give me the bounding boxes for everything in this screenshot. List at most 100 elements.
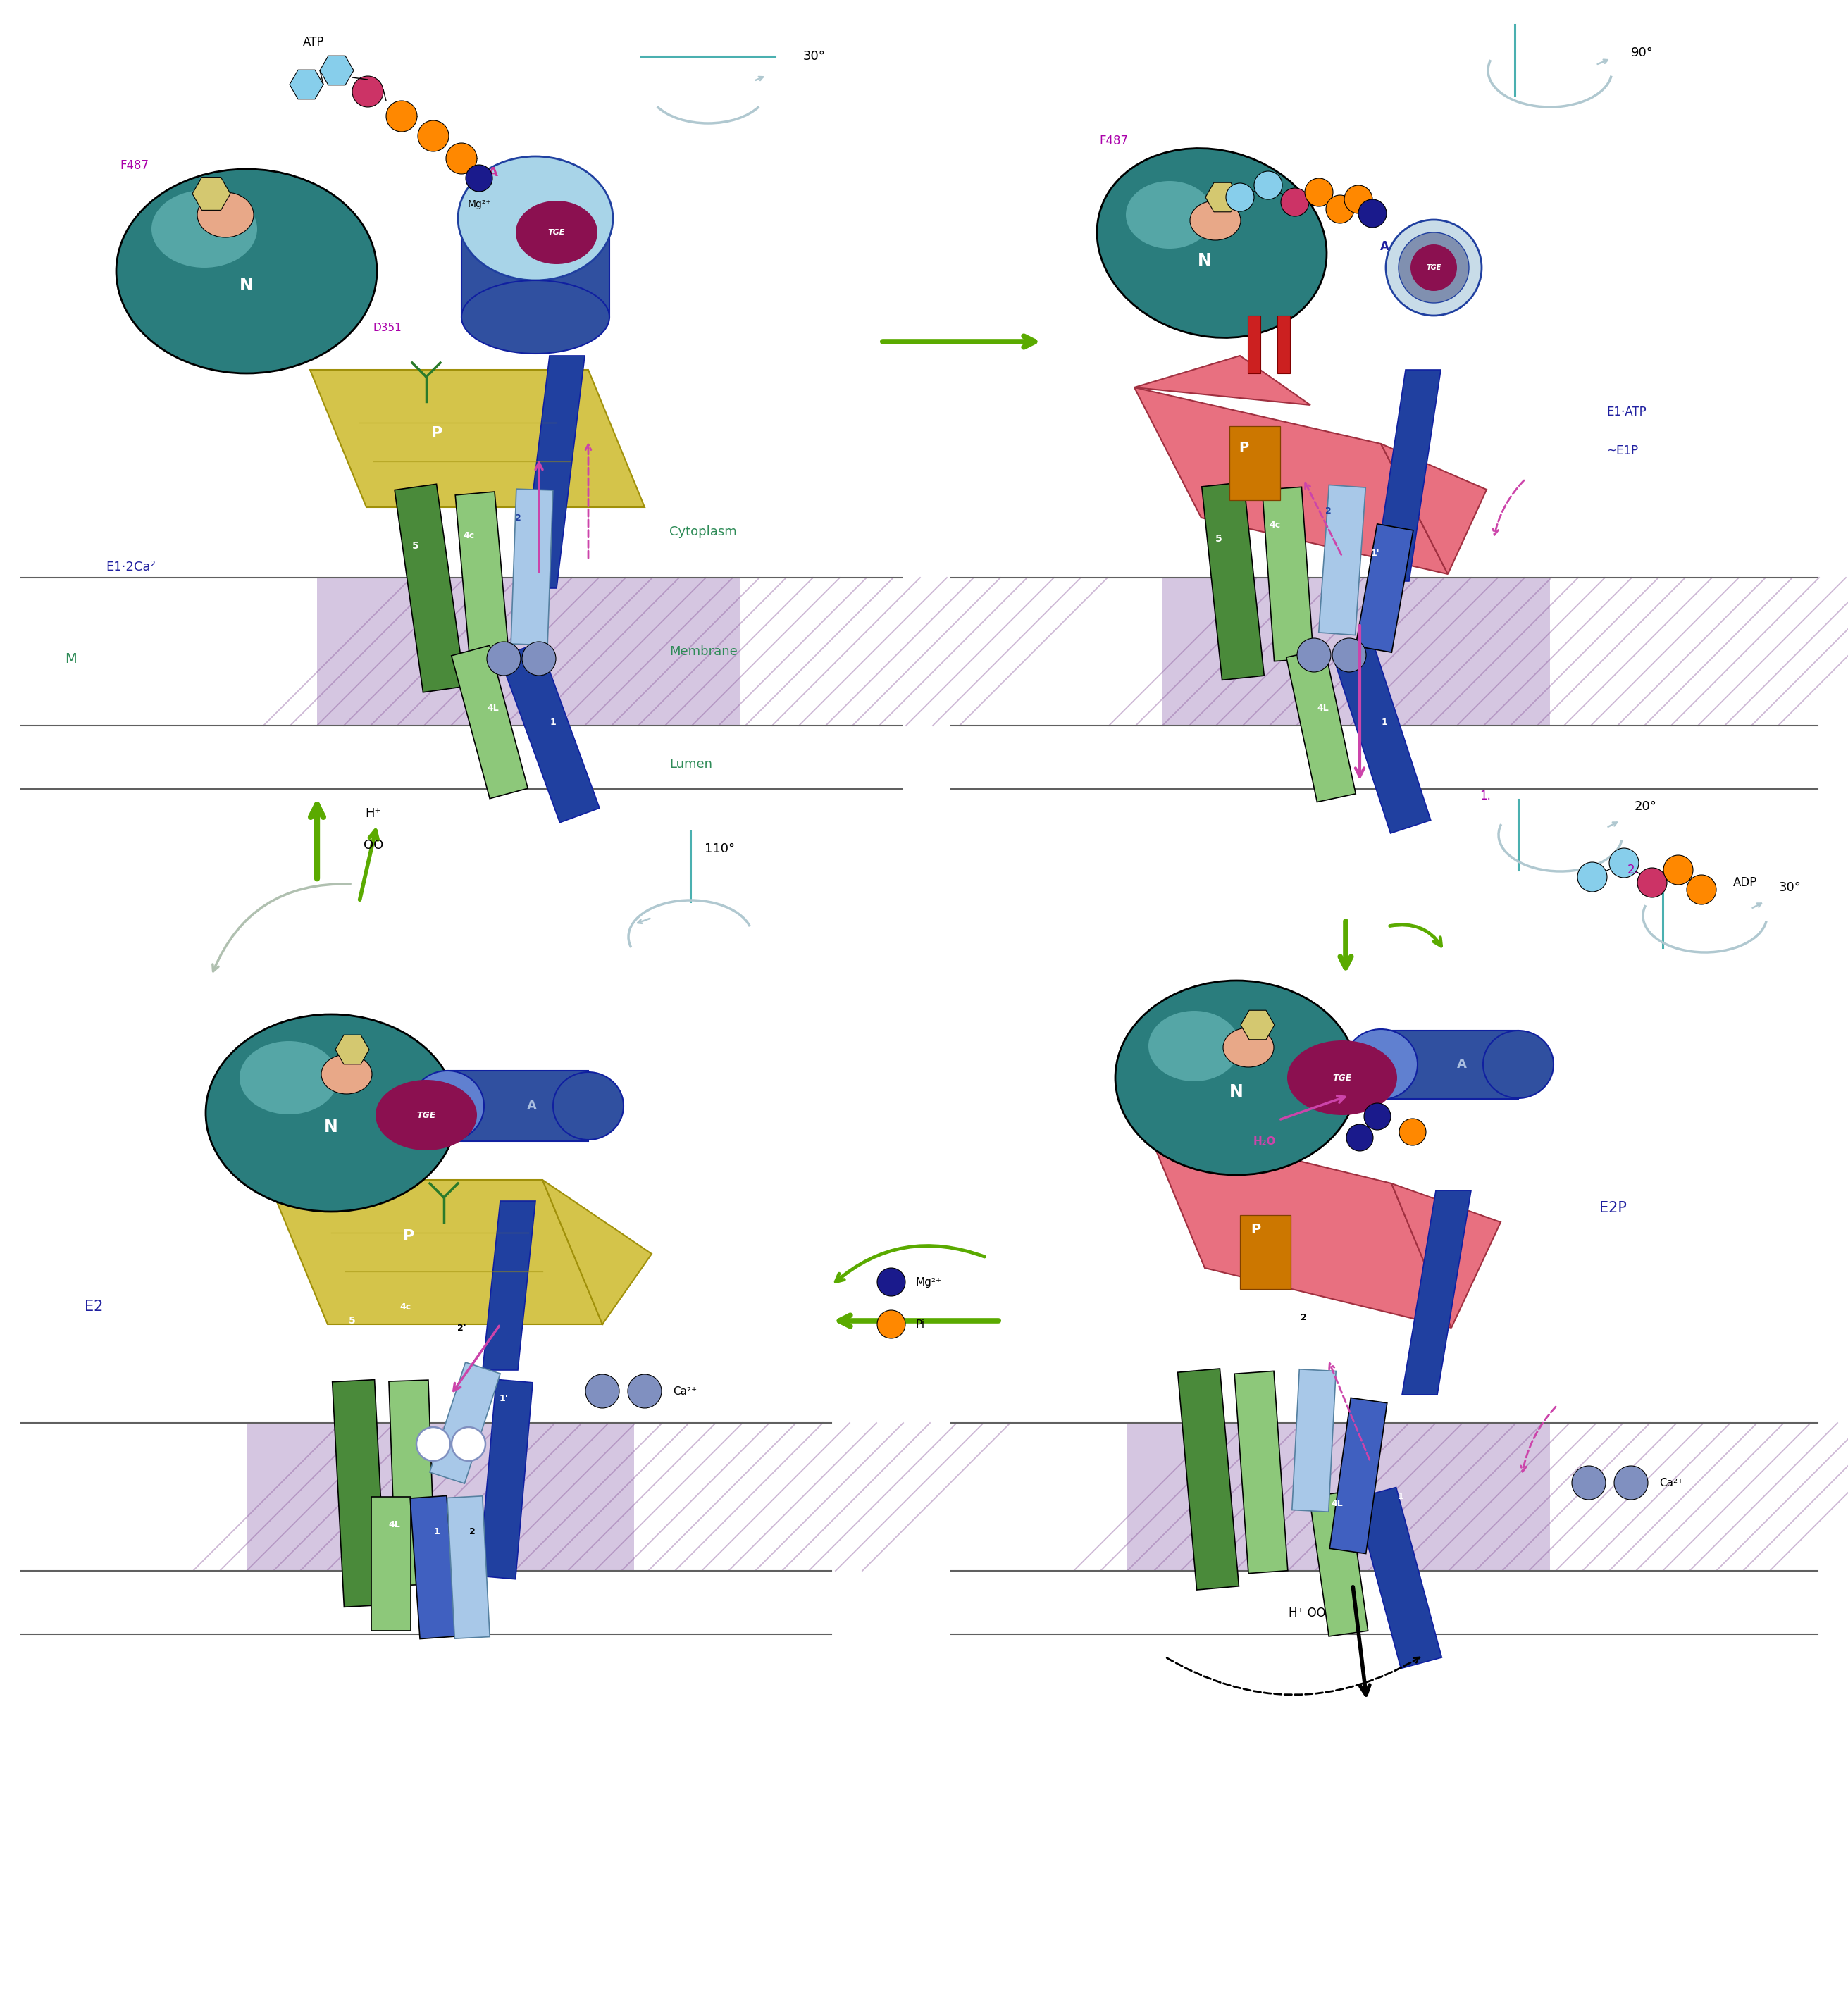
Circle shape bbox=[523, 641, 556, 675]
Text: 2.: 2. bbox=[1628, 863, 1639, 877]
Circle shape bbox=[586, 1374, 619, 1408]
Polygon shape bbox=[1286, 649, 1356, 803]
Polygon shape bbox=[1334, 645, 1430, 833]
Polygon shape bbox=[395, 483, 466, 693]
Text: TGE: TGE bbox=[416, 1110, 436, 1120]
Ellipse shape bbox=[1223, 1028, 1273, 1066]
Circle shape bbox=[1347, 1124, 1373, 1150]
Text: E2: E2 bbox=[85, 1300, 103, 1314]
Ellipse shape bbox=[1288, 1040, 1397, 1114]
Ellipse shape bbox=[1410, 244, 1456, 292]
Text: H⁺: H⁺ bbox=[366, 807, 381, 821]
Circle shape bbox=[1663, 855, 1693, 885]
Circle shape bbox=[1325, 196, 1355, 224]
Circle shape bbox=[486, 641, 521, 675]
Polygon shape bbox=[447, 1070, 588, 1140]
Ellipse shape bbox=[1343, 1028, 1417, 1100]
Polygon shape bbox=[1234, 1372, 1288, 1574]
Ellipse shape bbox=[1125, 182, 1214, 250]
Polygon shape bbox=[431, 1362, 501, 1484]
Text: 110°: 110° bbox=[704, 843, 736, 855]
Bar bbox=[1229, 425, 1281, 499]
Circle shape bbox=[445, 144, 477, 174]
Text: TGE: TGE bbox=[1427, 264, 1441, 272]
Text: 1: 1 bbox=[1397, 1492, 1404, 1502]
Polygon shape bbox=[1240, 1010, 1275, 1040]
Polygon shape bbox=[521, 355, 584, 589]
Text: A: A bbox=[527, 1100, 536, 1112]
Text: 5: 5 bbox=[349, 1316, 355, 1326]
Text: 30°: 30° bbox=[804, 50, 826, 62]
Text: 2: 2 bbox=[1325, 505, 1331, 515]
Ellipse shape bbox=[1116, 981, 1358, 1174]
Text: TGE: TGE bbox=[549, 230, 565, 236]
Ellipse shape bbox=[1190, 202, 1240, 240]
Ellipse shape bbox=[152, 190, 257, 268]
Text: E1·2Ca²⁺: E1·2Ca²⁺ bbox=[105, 561, 163, 573]
Circle shape bbox=[1637, 869, 1667, 897]
Polygon shape bbox=[1262, 487, 1314, 661]
Circle shape bbox=[1305, 178, 1332, 206]
Text: Ca²⁺: Ca²⁺ bbox=[673, 1386, 697, 1396]
Polygon shape bbox=[1373, 369, 1441, 581]
Ellipse shape bbox=[462, 280, 610, 353]
Text: N: N bbox=[1229, 1084, 1244, 1100]
Text: H⁺ OO: H⁺ OO bbox=[1288, 1608, 1325, 1620]
Circle shape bbox=[1399, 1118, 1427, 1146]
Text: 4c: 4c bbox=[1246, 1310, 1257, 1318]
Polygon shape bbox=[1146, 1124, 1451, 1328]
Text: 2: 2 bbox=[1301, 1312, 1307, 1322]
Text: 20°: 20° bbox=[1634, 801, 1658, 813]
Text: N: N bbox=[240, 278, 253, 294]
Polygon shape bbox=[482, 1200, 536, 1370]
Text: E2P: E2P bbox=[1599, 1200, 1626, 1214]
Ellipse shape bbox=[410, 1070, 484, 1140]
Circle shape bbox=[878, 1310, 906, 1338]
Ellipse shape bbox=[458, 156, 614, 280]
Text: P: P bbox=[403, 1230, 414, 1244]
Text: N: N bbox=[1198, 252, 1212, 270]
Circle shape bbox=[1332, 639, 1366, 673]
Text: 2: 2 bbox=[516, 513, 521, 523]
Circle shape bbox=[1613, 1466, 1648, 1500]
Text: M: M bbox=[65, 651, 76, 665]
Text: Ca²⁺: Ca²⁺ bbox=[1660, 1478, 1684, 1488]
Circle shape bbox=[628, 1374, 662, 1408]
Text: 5: 5 bbox=[412, 541, 419, 551]
Text: 4L: 4L bbox=[1331, 1500, 1343, 1508]
Bar bbox=[246, 1424, 634, 1572]
Circle shape bbox=[1573, 1466, 1606, 1500]
Text: TGE: TGE bbox=[1332, 1072, 1351, 1082]
Text: OO: OO bbox=[364, 839, 383, 851]
Bar bbox=[1240, 1214, 1290, 1290]
Text: 4L: 4L bbox=[388, 1520, 401, 1530]
Text: F487: F487 bbox=[1100, 134, 1127, 148]
Circle shape bbox=[1225, 184, 1255, 212]
Circle shape bbox=[1297, 639, 1331, 673]
Text: A: A bbox=[1380, 240, 1390, 254]
Text: 2: 2 bbox=[469, 1528, 475, 1536]
Text: ADP: ADP bbox=[1733, 877, 1757, 889]
Bar bbox=[1277, 316, 1290, 373]
Polygon shape bbox=[192, 178, 231, 210]
Polygon shape bbox=[290, 70, 323, 100]
Text: Cytoplasm: Cytoplasm bbox=[669, 525, 737, 537]
Polygon shape bbox=[1135, 387, 1447, 573]
Ellipse shape bbox=[240, 1040, 338, 1114]
Text: P: P bbox=[431, 425, 442, 439]
Ellipse shape bbox=[1399, 232, 1469, 304]
Polygon shape bbox=[371, 1498, 410, 1632]
Text: D351: D351 bbox=[373, 322, 401, 333]
Polygon shape bbox=[1292, 1370, 1336, 1512]
Circle shape bbox=[386, 100, 418, 132]
Text: 4L: 4L bbox=[1318, 703, 1329, 713]
Circle shape bbox=[451, 1428, 486, 1462]
Polygon shape bbox=[543, 1180, 652, 1324]
Text: E1·ATP: E1·ATP bbox=[1606, 405, 1647, 419]
Polygon shape bbox=[1177, 1368, 1238, 1590]
Circle shape bbox=[1578, 863, 1608, 893]
Polygon shape bbox=[268, 1180, 602, 1324]
Polygon shape bbox=[1329, 1398, 1388, 1554]
Text: 1.: 1. bbox=[1480, 789, 1491, 803]
Text: 1': 1' bbox=[1345, 1344, 1355, 1354]
